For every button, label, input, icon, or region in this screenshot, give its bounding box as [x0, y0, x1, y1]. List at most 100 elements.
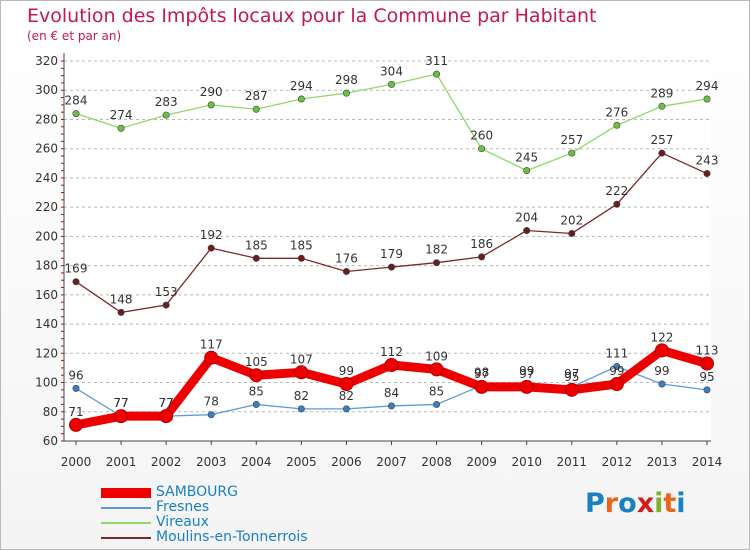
y-tick-label: 200: [35, 229, 58, 243]
x-tick-label: 2013: [647, 455, 678, 469]
data-label-vireaux: 257: [560, 133, 583, 147]
y-tick-label: 260: [35, 142, 58, 156]
data-label-sambourg: 71: [68, 405, 83, 419]
legend-swatch-sambourg: [101, 488, 151, 498]
data-point-vireaux: [207, 101, 215, 109]
logo-letter: t: [663, 488, 677, 519]
data-point-fresnes: [703, 386, 711, 394]
data-label-fresnes: 96: [68, 368, 83, 382]
data-label-sambourg: 107: [290, 352, 313, 366]
data-label-vireaux: 260: [470, 129, 493, 143]
data-label-vireaux: 287: [245, 89, 268, 103]
data-label-vireaux: 284: [65, 94, 88, 108]
data-label-moulins-en-tonnerrois: 179: [380, 247, 403, 261]
x-tick-label: 2000: [61, 455, 92, 469]
x-tick-label: 2004: [241, 455, 272, 469]
data-point-sambourg: [609, 377, 624, 391]
data-point-moulins-en-tonnerrois: [297, 254, 305, 262]
data-label-moulins-en-tonnerrois: 176: [335, 251, 358, 265]
data-label-sambourg: 77: [159, 396, 174, 410]
data-label-vireaux: 311: [425, 54, 448, 68]
data-point-sambourg: [474, 379, 489, 394]
data-label-sambourg: 109: [425, 349, 448, 363]
x-tick-label: 2012: [602, 455, 633, 469]
data-label-sambourg: 95: [564, 370, 579, 384]
data-label-moulins-en-tonnerrois: 192: [200, 228, 223, 242]
data-label-fresnes: 82: [339, 389, 354, 403]
data-label-fresnes: 98: [474, 365, 489, 379]
logo-letter: o: [618, 488, 637, 519]
proxiti-logo: Proxiti: [585, 488, 686, 519]
data-label-moulins-en-tonnerrois: 204: [515, 211, 538, 225]
data-point-moulins-en-tonnerrois: [252, 254, 260, 262]
y-tick-label: 220: [35, 200, 58, 214]
data-point-fresnes: [342, 405, 350, 413]
data-label-vireaux: 294: [290, 79, 313, 93]
logo-letter: i: [654, 488, 664, 519]
data-label-fresnes: 85: [429, 384, 444, 398]
data-point-fresnes: [207, 411, 215, 419]
data-point-sambourg: [294, 365, 309, 380]
data-label-sambourg: 99: [339, 364, 354, 378]
chart-subtitle: (en € et par an): [27, 29, 122, 43]
chart-title: Evolution des Impôts locaux pour la Comm…: [27, 5, 597, 27]
data-point-sambourg: [429, 362, 444, 377]
legend-label-vireaux: Vireaux: [156, 514, 209, 530]
data-point-vireaux: [252, 105, 260, 113]
data-point-fresnes: [387, 402, 395, 410]
y-tick-label: 240: [35, 171, 58, 185]
data-point-vireaux: [162, 111, 170, 119]
data-label-fresnes: 85: [249, 384, 264, 398]
x-tick-label: 2011: [557, 455, 588, 469]
data-label-vireaux: 298: [335, 73, 358, 87]
data-point-vireaux: [387, 80, 395, 88]
data-label-fresnes: 99: [654, 364, 669, 378]
data-point-sambourg: [384, 358, 399, 372]
data-point-sambourg: [114, 409, 129, 424]
data-label-vireaux: 276: [605, 105, 628, 119]
data-point-fresnes: [658, 380, 666, 388]
logo-letter: P: [585, 488, 605, 519]
data-label-sambourg: 113: [696, 344, 719, 358]
data-point-moulins-en-tonnerrois: [387, 263, 395, 271]
data-point-moulins-en-tonnerrois: [658, 149, 666, 157]
data-point-fresnes: [433, 400, 441, 408]
data-label-moulins-en-tonnerrois: 185: [245, 238, 268, 252]
legend-label-moulins-en-tonnerrois: Moulins-en-Tonnerrois: [156, 529, 308, 545]
data-point-moulins-en-tonnerrois: [478, 253, 486, 261]
data-label-moulins-en-tonnerrois: 185: [290, 238, 313, 252]
data-label-moulins-en-tonnerrois: 169: [65, 262, 88, 276]
data-point-sambourg: [519, 379, 534, 394]
data-label-fresnes: 95: [699, 370, 714, 384]
data-label-moulins-en-tonnerrois: 153: [155, 285, 178, 299]
x-tick-label: 2001: [106, 455, 137, 469]
y-tick-label: 300: [35, 83, 58, 97]
data-label-moulins-en-tonnerrois: 148: [110, 292, 133, 306]
y-tick-label: 100: [35, 376, 58, 390]
data-point-sambourg: [249, 368, 264, 383]
data-point-sambourg: [69, 417, 83, 432]
x-tick-label: 2008: [421, 455, 452, 469]
data-point-sambourg: [654, 343, 669, 358]
data-label-moulins-en-tonnerrois: 186: [470, 237, 493, 251]
data-label-moulins-en-tonnerrois: 222: [605, 184, 628, 198]
data-label-fresnes: 84: [384, 386, 399, 400]
data-point-vireaux: [568, 149, 576, 157]
data-point-vireaux: [613, 121, 621, 129]
data-point-moulins-en-tonnerrois: [568, 229, 576, 237]
data-point-fresnes: [297, 405, 305, 413]
data-point-vireaux: [72, 110, 80, 118]
y-tick-label: 120: [35, 346, 58, 360]
logo-letter: r: [604, 488, 619, 519]
legend-label-fresnes: Fresnes: [156, 499, 210, 515]
data-point-moulins-en-tonnerrois: [703, 170, 711, 178]
data-label-fresnes: 78: [204, 395, 219, 409]
x-tick-label: 2007: [376, 455, 407, 469]
x-tick-label: 2009: [466, 455, 497, 469]
x-tick-label: 2006: [331, 455, 362, 469]
y-tick-label: 180: [35, 259, 58, 273]
x-tick-label: 2010: [511, 455, 542, 469]
data-label-moulins-en-tonnerrois: 182: [425, 243, 448, 257]
data-point-sambourg: [159, 409, 174, 424]
data-label-fresnes: 99: [519, 364, 534, 378]
